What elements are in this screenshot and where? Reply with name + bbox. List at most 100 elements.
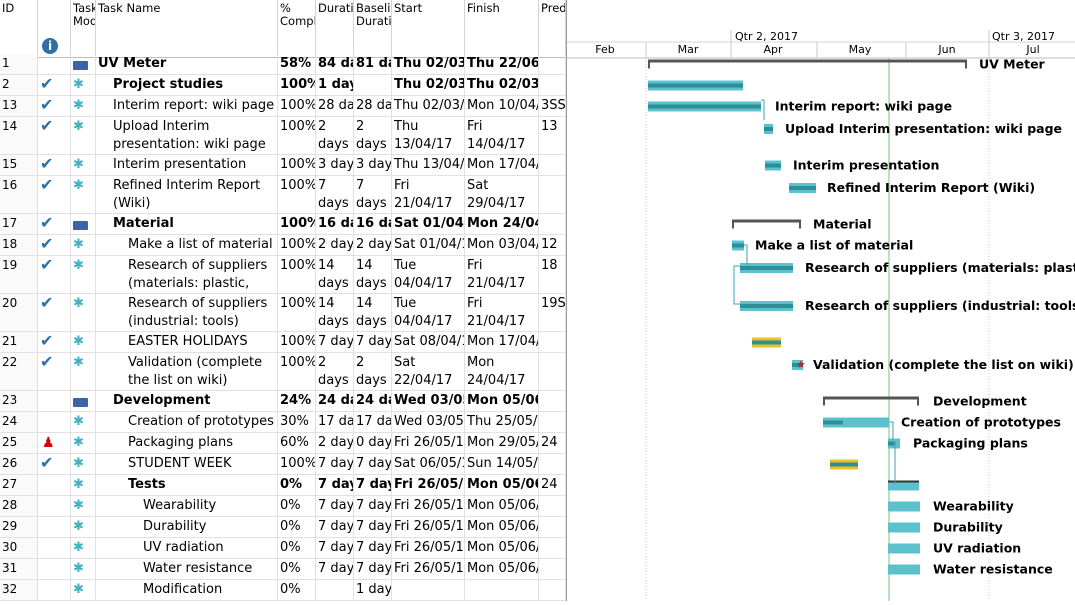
cell-base[interactable]: 7 days xyxy=(354,176,392,213)
cell-finish[interactable]: Mon 24/04/ xyxy=(465,214,539,234)
cell-finish[interactable]: Mon 05/06/ xyxy=(465,538,539,558)
cell-start[interactable]: Sat 01/04/1 xyxy=(392,235,465,255)
cell-dur[interactable] xyxy=(316,580,354,600)
cell-base[interactable]: 0 days xyxy=(354,433,392,453)
cell-name[interactable]: EASTER HOLIDAYS xyxy=(96,332,278,352)
cell-dur[interactable]: 7 days xyxy=(316,559,354,579)
cell-base[interactable]: 2 days xyxy=(354,117,392,154)
cell-pred[interactable]: 19SS xyxy=(539,294,566,331)
cell-mode[interactable]: ✱ xyxy=(71,176,96,213)
cell-pct[interactable]: 0% xyxy=(278,580,316,600)
cell-mode[interactable]: ✱ xyxy=(71,155,96,175)
cell-finish[interactable]: Sun 14/05/1 xyxy=(465,454,539,474)
cell-mode[interactable]: ✱ xyxy=(71,580,96,600)
cell-name[interactable]: UV Meter xyxy=(96,54,278,74)
cell-pred[interactable] xyxy=(539,155,566,175)
cell-pct[interactable]: 100% xyxy=(278,294,316,331)
cell-finish[interactable]: Mon 05/06/ xyxy=(465,496,539,516)
cell-mode[interactable]: ✱ xyxy=(71,256,96,293)
cell-base[interactable]: 17 day xyxy=(354,412,392,432)
cell-base[interactable]: 7 days xyxy=(354,332,392,352)
cell-pct[interactable]: 0% xyxy=(278,496,316,516)
column-header-pred[interactable]: Pred xyxy=(539,0,566,58)
cell-pred[interactable]: 18 xyxy=(539,256,566,293)
column-header-name[interactable]: Task Name xyxy=(96,0,278,58)
cell-name[interactable]: Refined Interim Report (Wiki) xyxy=(96,176,278,213)
cell-pct[interactable]: 100% xyxy=(278,353,316,390)
cell-pct[interactable]: 0% xyxy=(278,559,316,579)
cell-pct[interactable]: 100% xyxy=(278,155,316,175)
cell-pct[interactable]: 100% xyxy=(278,96,316,116)
cell-finish[interactable]: Fri 21/04/17 xyxy=(465,256,539,293)
cell-base[interactable]: 81 day xyxy=(354,54,392,74)
column-header-start[interactable]: Start xyxy=(392,0,465,58)
cell-id[interactable]: 32 xyxy=(0,580,38,600)
cell-id[interactable]: 13 xyxy=(0,96,38,116)
cell-start[interactable]: Thu 02/03/1 xyxy=(392,75,465,95)
cell-dur[interactable]: 2 days xyxy=(316,235,354,255)
cell-pred[interactable] xyxy=(539,214,566,234)
cell-name[interactable]: Material xyxy=(96,214,278,234)
task-row[interactable]: 24 ✱ Creation of prototypes 30% 17 day17 day… xyxy=(0,412,566,433)
cell-finish[interactable]: Mon 10/04/ xyxy=(465,96,539,116)
cell-name[interactable]: Make a list of material xyxy=(96,235,278,255)
cell-dur[interactable]: 2 days xyxy=(316,433,354,453)
cell-mode[interactable]: ✱ xyxy=(71,353,96,390)
cell-start[interactable]: Fri 26/05/17 xyxy=(392,559,465,579)
cell-name[interactable]: Water resistance xyxy=(96,559,278,579)
cell-pred[interactable] xyxy=(539,412,566,432)
cell-finish[interactable]: Thu 02/03/1 xyxy=(465,75,539,95)
cell-finish[interactable]: Mon 17/04/ xyxy=(465,332,539,352)
cell-finish[interactable]: Mon 29/05/ xyxy=(465,433,539,453)
cell-start[interactable]: Thu 13/04/1 xyxy=(392,155,465,175)
cell-pct[interactable]: 24% xyxy=(278,391,316,411)
cell-pct[interactable]: 60% xyxy=(278,433,316,453)
cell-finish[interactable] xyxy=(465,580,539,600)
task-row[interactable]: 14 ✔ ✱ Upload Interim presentation: wiki pag… xyxy=(0,117,566,155)
cell-start[interactable]: Thu 13/04/17 xyxy=(392,117,465,154)
cell-pred[interactable]: 13 xyxy=(539,117,566,154)
cell-mode[interactable]: ✱ xyxy=(71,475,96,495)
cell-finish[interactable]: Fri 14/04/17 xyxy=(465,117,539,154)
cell-mode[interactable]: ✱ xyxy=(71,75,96,95)
column-header-dur[interactable]: Duratic xyxy=(316,0,354,58)
cell-pct[interactable]: 0% xyxy=(278,475,316,495)
cell-id[interactable]: 28 xyxy=(0,496,38,516)
cell-mode[interactable]: ✱ xyxy=(71,433,96,453)
cell-dur[interactable]: 17 day xyxy=(316,412,354,432)
cell-pred[interactable] xyxy=(539,538,566,558)
cell-base[interactable] xyxy=(354,75,392,95)
cell-id[interactable]: 26 xyxy=(0,454,38,474)
cell-finish[interactable]: Thu 22/06/1 xyxy=(465,54,539,74)
cell-base[interactable]: 7 days xyxy=(354,496,392,516)
cell-dur[interactable]: 84 day xyxy=(316,54,354,74)
cell-base[interactable]: 7 days xyxy=(354,538,392,558)
cell-base[interactable]: 7 days xyxy=(354,559,392,579)
task-row[interactable]: 19 ✔ ✱ Research of suppliers (materials: pla… xyxy=(0,256,566,294)
cell-id[interactable]: 15 xyxy=(0,155,38,175)
cell-start[interactable]: Sat 22/04/17 xyxy=(392,353,465,390)
cell-id[interactable]: 24 xyxy=(0,412,38,432)
column-header-pct[interactable]: % Compl xyxy=(278,0,316,58)
cell-mode[interactable] xyxy=(71,391,96,411)
cell-pred[interactable]: 24 xyxy=(539,433,566,453)
cell-id[interactable]: 30 xyxy=(0,538,38,558)
cell-finish[interactable]: Mon 24/04/17 xyxy=(465,353,539,390)
cell-id[interactable]: 19 xyxy=(0,256,38,293)
column-header-mode[interactable]: Task Mod xyxy=(71,0,96,58)
cell-pct[interactable]: 58% xyxy=(278,54,316,74)
cell-base[interactable]: 2 days xyxy=(354,353,392,390)
cell-base[interactable]: 24 day xyxy=(354,391,392,411)
cell-finish[interactable]: Mon 05/06/ xyxy=(465,517,539,537)
cell-start[interactable]: Tue 04/04/17 xyxy=(392,256,465,293)
cell-start[interactable]: Sat 06/05/1 xyxy=(392,454,465,474)
cell-mode[interactable]: ✱ xyxy=(71,294,96,331)
cell-pred[interactable]: 3SS xyxy=(539,96,566,116)
cell-id[interactable]: 21 xyxy=(0,332,38,352)
cell-name[interactable]: Interim presentation xyxy=(96,155,278,175)
